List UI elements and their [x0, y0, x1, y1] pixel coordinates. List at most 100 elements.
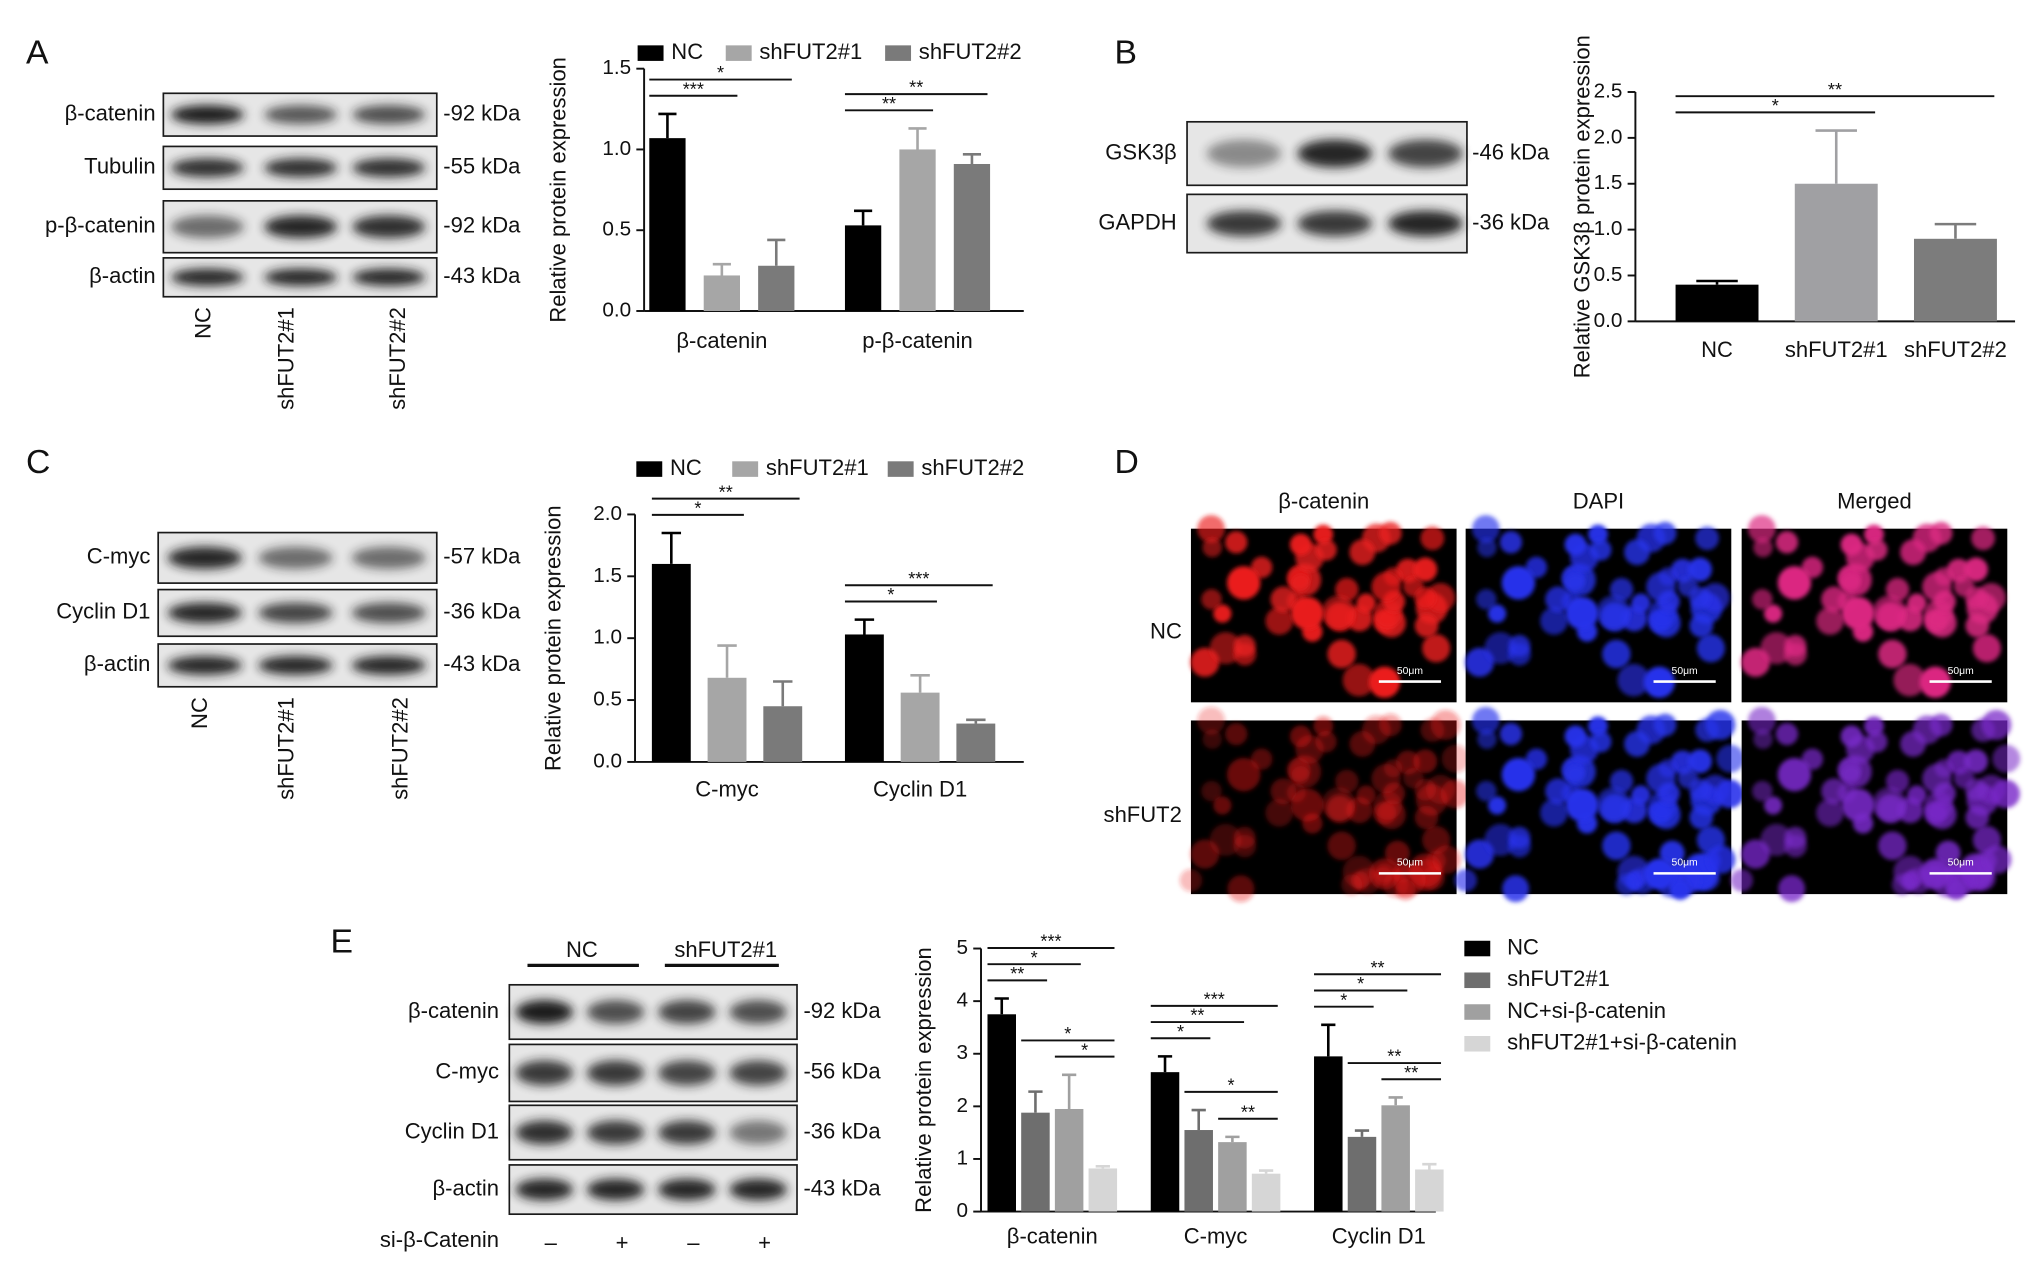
error-bar [1815, 129, 1857, 184]
micro-cell [1501, 757, 1536, 792]
blot-group-label: shFUT2#1 [674, 937, 777, 962]
micro-cell [1900, 731, 1926, 757]
micro-cell [1414, 613, 1439, 638]
micro-cell [1842, 574, 1861, 593]
micro-cell [1696, 634, 1725, 663]
blot-band [1297, 139, 1373, 168]
micro-cell [1315, 539, 1337, 561]
micro-cell [1866, 730, 1888, 753]
y-tick-label: 0.0 [1594, 309, 1623, 332]
micro-cell [1841, 788, 1875, 822]
scale-bar-label: 50μm [1948, 666, 1974, 677]
micro-cell [1965, 778, 1987, 801]
significance-label: * [694, 498, 701, 518]
micro-cell [1487, 604, 1507, 623]
micro-cell [1784, 826, 1807, 849]
y-tick-label: 2 [957, 1094, 969, 1117]
blot-band [515, 1000, 574, 1024]
micro-cell [1477, 729, 1497, 749]
micro-cell [1341, 874, 1363, 896]
micro-cell [1747, 706, 1776, 735]
error-bar [712, 262, 731, 276]
micro-cell [1840, 725, 1863, 748]
micro-cell [1315, 730, 1337, 753]
micro-cell [1596, 595, 1631, 629]
blot-band [170, 215, 244, 239]
error-bar [994, 997, 1009, 1015]
blot-band [1297, 210, 1373, 237]
error-bar [717, 644, 737, 678]
bar [1251, 1173, 1281, 1212]
micro-cell [1201, 780, 1222, 802]
micro-cell [1864, 524, 1884, 545]
micro-cell [1471, 515, 1500, 543]
micro-cell [1291, 574, 1310, 593]
micro-cell [1885, 577, 1910, 602]
micro-cell [1689, 586, 1711, 609]
micro-cell [1646, 572, 1676, 602]
significance-label: * [1357, 974, 1364, 994]
micro-cell [1413, 749, 1438, 774]
legend-label: NC [1507, 934, 1539, 959]
blot-band [729, 1178, 787, 1201]
blot-band [352, 105, 426, 125]
error-bar [1321, 1023, 1336, 1057]
bar [763, 706, 803, 762]
y-tick-label: 4 [957, 989, 969, 1012]
bar [1675, 284, 1759, 322]
error-bar [661, 531, 682, 564]
micro-cell [1313, 524, 1334, 545]
micro-cell [1566, 574, 1585, 593]
micro-cell [1564, 725, 1587, 748]
micro-cell [1753, 537, 1773, 558]
blot-band [515, 1178, 574, 1201]
blot-row-label: β-catenin [408, 998, 499, 1023]
micro-cell [1624, 539, 1650, 566]
micro-cell [1313, 716, 1334, 737]
significance-label: ** [882, 94, 896, 114]
micro-cell [1588, 524, 1608, 545]
micro-cell [1707, 845, 1736, 874]
micro-cell [1840, 533, 1863, 556]
blot-lane-label: shFUT2#1 [274, 307, 299, 410]
blot-size-label: -46 kDa [1472, 139, 1550, 164]
significance-label: * [1031, 948, 1038, 968]
legend-swatch [636, 461, 663, 477]
x-tick-label: shFUT2#2 [1904, 337, 2007, 362]
micro-cell [1695, 526, 1720, 551]
micro-cell [1487, 796, 1507, 815]
x-tick-label: Cyclin D1 [1332, 1223, 1426, 1248]
legend-label: NC [671, 39, 703, 64]
micro-cell [1747, 515, 1776, 543]
micro-cell [1965, 613, 1990, 638]
significance-label: * [1228, 1076, 1235, 1096]
micro-cell [1907, 593, 1927, 613]
blot-row-label: β-actin [432, 1175, 499, 1200]
blot-band [586, 1000, 645, 1024]
y-axis-label: Relative GSK3β protein expression [1569, 35, 1594, 378]
micro-cell [1440, 779, 1470, 809]
blot-size-label: -36 kDa [803, 1118, 881, 1143]
micro-cell [1371, 572, 1401, 602]
y-axis-label: Relative protein expression [911, 947, 936, 1213]
micro-cell [1816, 798, 1844, 827]
micro-cell [1265, 798, 1294, 827]
blot-lane-label: NC [191, 307, 216, 339]
bar [900, 692, 940, 762]
error-bar [854, 618, 875, 635]
micro-cell [1342, 663, 1376, 697]
error-bar [910, 674, 930, 693]
micro-cell [1290, 788, 1324, 822]
legend-label: NC+si-β-catenin [1507, 998, 1666, 1023]
significance-label: *** [1040, 932, 1061, 952]
blot-size-label: -36 kDa [443, 599, 521, 624]
significance-label: ** [1828, 80, 1842, 100]
blot-band [351, 546, 426, 569]
blot-band [167, 655, 242, 675]
micro-cell [1689, 613, 1714, 638]
blot-row-label: Tubulin [84, 154, 155, 179]
micro-cell [1609, 769, 1634, 793]
bar [956, 723, 996, 762]
micro-cell [1777, 566, 1812, 600]
legend-swatch [887, 461, 914, 477]
